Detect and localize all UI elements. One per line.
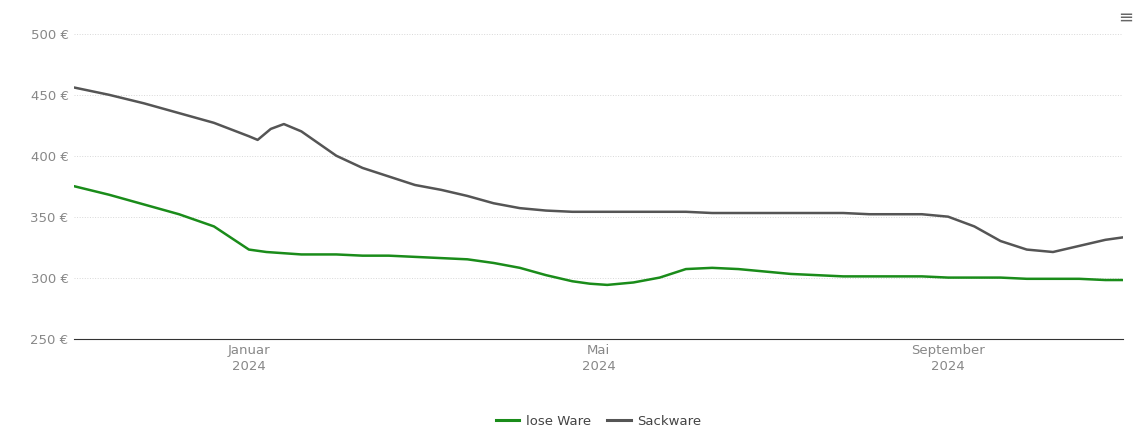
Text: ≡: ≡ <box>1118 9 1133 27</box>
Legend: lose Ware, Sackware: lose Ware, Sackware <box>490 410 707 433</box>
